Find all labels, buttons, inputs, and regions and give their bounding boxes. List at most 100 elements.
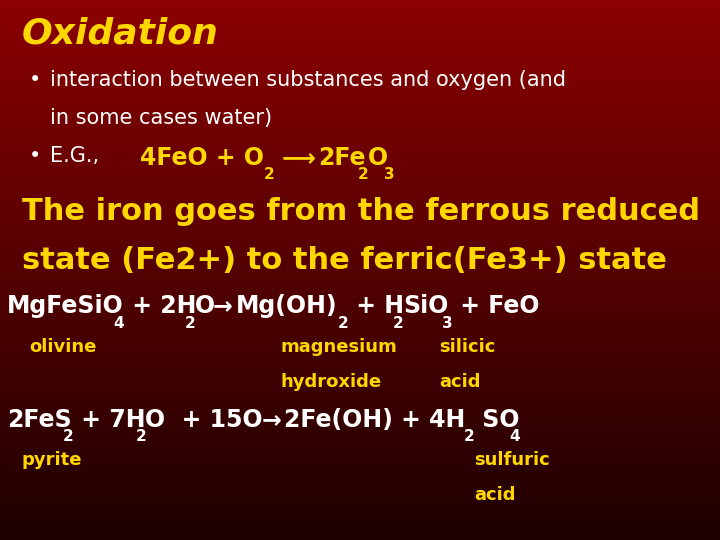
Bar xyxy=(0,423,720,428)
Bar xyxy=(0,477,720,482)
Bar xyxy=(0,284,720,288)
Bar xyxy=(0,166,720,171)
Bar xyxy=(0,446,720,450)
Text: The iron goes from the ferrous reduced: The iron goes from the ferrous reduced xyxy=(22,197,700,226)
Text: acid: acid xyxy=(439,373,481,390)
Bar xyxy=(0,252,720,256)
Bar xyxy=(0,351,720,355)
Bar xyxy=(0,266,720,270)
Bar xyxy=(0,333,720,338)
Bar xyxy=(0,490,720,495)
Text: 2: 2 xyxy=(63,429,73,444)
Bar xyxy=(0,9,720,14)
Bar xyxy=(0,432,720,436)
Text: 4: 4 xyxy=(114,316,125,331)
Bar xyxy=(0,68,720,72)
Bar xyxy=(0,374,720,378)
Bar xyxy=(0,234,720,239)
Bar xyxy=(0,328,720,333)
Bar xyxy=(0,297,720,301)
Text: 3: 3 xyxy=(442,316,453,331)
Bar xyxy=(0,220,720,225)
Bar xyxy=(0,517,720,522)
Bar xyxy=(0,347,720,351)
Bar xyxy=(0,396,720,401)
Text: →: → xyxy=(213,294,233,318)
Text: pyrite: pyrite xyxy=(22,451,82,469)
Bar xyxy=(0,482,720,486)
Bar xyxy=(0,261,720,266)
Bar xyxy=(0,139,720,144)
Bar xyxy=(0,171,720,176)
Bar xyxy=(0,536,720,540)
Text: SO: SO xyxy=(474,408,519,431)
Text: O: O xyxy=(195,294,215,318)
Bar xyxy=(0,247,720,252)
Bar xyxy=(0,4,720,9)
Bar xyxy=(0,405,720,409)
Bar xyxy=(0,126,720,131)
Text: MgFeSiO: MgFeSiO xyxy=(7,294,124,318)
Text: + FeO: + FeO xyxy=(452,294,540,318)
Bar xyxy=(0,18,720,23)
Bar xyxy=(0,23,720,27)
Text: 2FeS: 2FeS xyxy=(7,408,72,431)
Bar xyxy=(0,54,720,58)
Bar xyxy=(0,180,720,185)
Text: →: → xyxy=(261,408,281,431)
Text: 2: 2 xyxy=(358,167,369,183)
Bar xyxy=(0,468,720,472)
Bar xyxy=(0,436,720,441)
Bar xyxy=(0,320,720,324)
Text: + 7H: + 7H xyxy=(73,408,145,431)
Text: 4: 4 xyxy=(509,429,520,444)
Bar xyxy=(0,500,720,504)
Bar xyxy=(0,531,720,536)
Bar xyxy=(0,81,720,85)
Text: ⟶: ⟶ xyxy=(282,146,315,170)
Bar xyxy=(0,301,720,306)
Bar xyxy=(0,148,720,153)
Bar xyxy=(0,513,720,517)
Bar xyxy=(0,158,720,162)
Bar xyxy=(0,225,720,229)
Bar xyxy=(0,472,720,477)
Bar xyxy=(0,27,720,31)
Bar xyxy=(0,135,720,139)
Text: •: • xyxy=(29,146,41,166)
Text: •: • xyxy=(29,70,41,90)
Bar xyxy=(0,387,720,392)
Text: 3: 3 xyxy=(384,167,395,183)
Bar xyxy=(0,153,720,158)
Bar xyxy=(0,360,720,364)
Bar xyxy=(0,495,720,500)
Bar xyxy=(0,401,720,405)
Text: 2: 2 xyxy=(393,316,404,331)
Text: SiO: SiO xyxy=(403,294,449,318)
Text: acid: acid xyxy=(474,486,516,504)
Text: 2: 2 xyxy=(135,429,146,444)
Bar xyxy=(0,185,720,189)
Bar xyxy=(0,198,720,202)
Bar xyxy=(0,0,720,4)
Bar xyxy=(0,31,720,36)
Bar xyxy=(0,36,720,40)
Text: 2Fe: 2Fe xyxy=(318,146,366,170)
Bar xyxy=(0,378,720,382)
Bar xyxy=(0,463,720,468)
Bar xyxy=(0,414,720,418)
Bar xyxy=(0,212,720,216)
Bar xyxy=(0,338,720,342)
Bar xyxy=(0,315,720,320)
Bar xyxy=(0,256,720,261)
Bar xyxy=(0,409,720,414)
Bar xyxy=(0,207,720,212)
Bar xyxy=(0,162,720,166)
Bar xyxy=(0,522,720,526)
Bar xyxy=(0,369,720,374)
Bar xyxy=(0,364,720,369)
Bar xyxy=(0,270,720,274)
Bar xyxy=(0,14,720,18)
Bar xyxy=(0,94,720,99)
Bar xyxy=(0,40,720,45)
